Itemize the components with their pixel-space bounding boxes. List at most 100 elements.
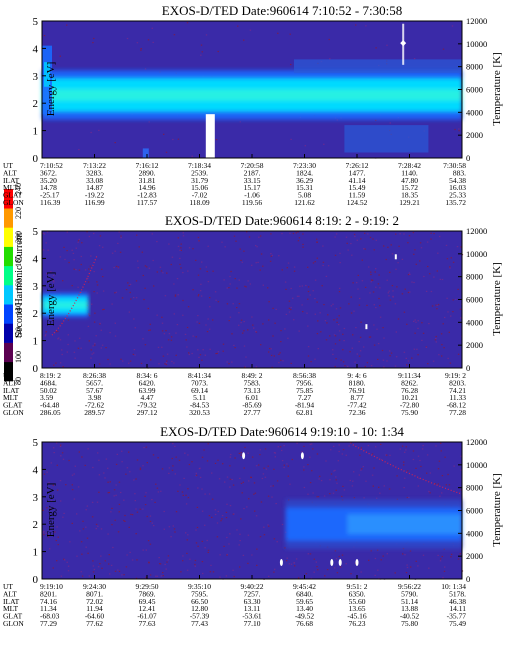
table-cell: -77.42	[347, 401, 367, 410]
panel-2: EXOS-D/TED Date:960614 8:19: 2 - 9:19: 2…	[3, 213, 503, 417]
noise-speck	[223, 279, 225, 281]
noise-speck	[450, 556, 452, 558]
noise-speck	[323, 304, 325, 306]
noise-speck	[299, 285, 301, 287]
table-cell: 9: 4: 6	[347, 371, 366, 380]
noise-speck	[66, 561, 68, 563]
noise-speck	[209, 571, 212, 573]
noise-speck	[418, 477, 420, 479]
noise-speck	[453, 465, 455, 467]
noise-speck	[143, 298, 145, 301]
noise-speck	[263, 467, 265, 469]
noise-speck	[125, 566, 128, 568]
noise-speck	[201, 488, 203, 490]
colorbar-tick-label: 160	[14, 279, 23, 291]
noise-speck	[172, 443, 174, 445]
noise-speck	[244, 446, 246, 449]
y2tick-label: 4000	[466, 107, 483, 117]
noise-speck	[407, 360, 410, 362]
noise-speck	[249, 29, 252, 31]
noise-speck	[148, 121, 150, 123]
noise-speck	[264, 476, 267, 478]
noise-speck	[322, 245, 324, 247]
noise-speck	[214, 462, 217, 464]
table-row-label: ALT	[3, 589, 17, 598]
noise-speck	[255, 465, 258, 467]
colorbar-tick-label: 120	[14, 327, 23, 339]
noise-speck	[226, 287, 228, 289]
noise-speck	[371, 453, 374, 455]
noise-speck	[371, 279, 374, 281]
noise-speck	[366, 362, 369, 364]
noise-speck	[332, 492, 335, 494]
noise-speck	[186, 326, 189, 329]
noise-speck	[195, 259, 197, 261]
table-cell: 15.06	[191, 183, 208, 192]
table-cell: 8:56:38	[293, 371, 316, 380]
noise-speck	[144, 287, 146, 289]
noise-speck	[358, 474, 360, 476]
noise-speck	[312, 290, 314, 292]
noise-speck	[239, 477, 241, 479]
table-row-label: ILAT	[3, 597, 20, 606]
noise-speck	[301, 304, 303, 306]
noise-speck	[311, 443, 313, 445]
noise-speck	[313, 571, 315, 573]
noise-speck	[76, 513, 78, 515]
panel-3-features	[242, 444, 463, 567]
noise-speck	[56, 489, 59, 491]
noise-speck	[149, 543, 152, 545]
noise-speck	[228, 363, 230, 365]
table-cell: 5657.	[86, 378, 103, 387]
noise-speck	[46, 273, 48, 275]
noise-speck	[434, 483, 436, 485]
noise-speck	[211, 498, 214, 500]
noise-speck	[187, 306, 190, 308]
noise-speck	[255, 262, 257, 264]
noise-speck	[81, 456, 83, 458]
noise-speck	[385, 454, 387, 456]
noise-speck	[81, 553, 83, 555]
noise-speck	[179, 249, 181, 251]
noise-speck	[151, 499, 153, 501]
noise-speck	[165, 151, 168, 153]
noise-speck	[149, 574, 152, 576]
noise-speck	[226, 503, 228, 505]
noise-speck	[271, 366, 273, 368]
noise-speck	[148, 267, 151, 269]
trail	[352, 444, 463, 495]
noise-speck	[367, 445, 370, 447]
table-row-label: GLAT	[3, 612, 23, 621]
noise-speck	[200, 54, 202, 56]
noise-speck	[59, 256, 62, 258]
table-cell: 118.09	[189, 198, 210, 207]
noise-speck	[216, 352, 218, 354]
noise-speck	[338, 339, 341, 341]
noise-speck	[156, 575, 159, 577]
noise-speck	[197, 545, 199, 547]
noise-speck	[443, 347, 445, 349]
noise-speck	[386, 454, 388, 456]
noise-speck	[437, 303, 440, 306]
noise-speck	[48, 481, 50, 484]
noise-speck	[192, 289, 194, 291]
noise-speck	[403, 464, 405, 466]
noise-speck	[174, 295, 177, 297]
noise-speck	[49, 508, 52, 510]
noise-speck	[419, 242, 422, 244]
noise-speck	[77, 286, 79, 288]
noise-speck	[270, 354, 273, 356]
noise-speck	[186, 552, 188, 554]
table-cell: 13.11	[244, 604, 261, 613]
table-row-label: ILAT	[3, 176, 20, 185]
noise-speck	[77, 347, 80, 349]
noise-speck	[270, 255, 272, 257]
noise-speck	[170, 336, 173, 338]
noise-speck	[176, 278, 179, 280]
noise-speck	[89, 265, 92, 267]
noise-speck	[304, 145, 306, 147]
data-gap	[205, 114, 215, 158]
noise-speck	[449, 266, 451, 268]
noise-speck	[343, 489, 346, 491]
noise-speck	[201, 359, 203, 361]
